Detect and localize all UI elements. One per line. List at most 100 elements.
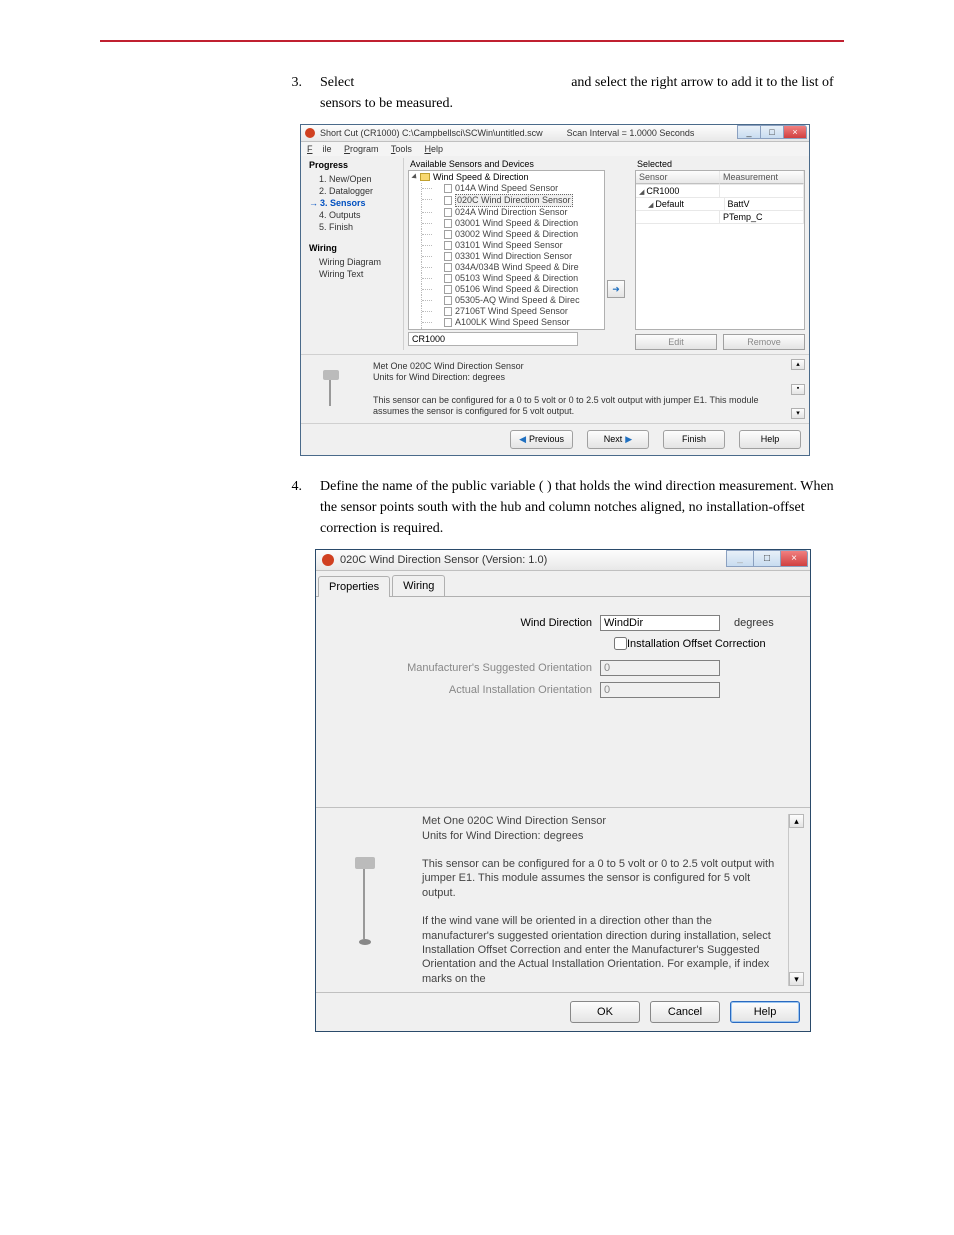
file-icon (444, 307, 452, 316)
menubar: File Program Tools Help (301, 142, 809, 156)
shortcut-window: Short Cut (CR1000) C:\Campbellsci\SCWin\… (300, 124, 810, 456)
menu-file[interactable]: File (307, 144, 332, 154)
tree-item[interactable]: A100LK Wind Speed Sensor (455, 317, 570, 328)
help-button[interactable]: Help (730, 1001, 800, 1023)
shortcut-titlebar: Short Cut (CR1000) C:\Campbellsci\SCWin\… (301, 125, 809, 142)
scroll-up-icon[interactable]: ▴ (791, 359, 805, 370)
dialog-title: 020C Wind Direction Sensor (Version: 1.0… (340, 554, 547, 566)
wind-direction-unit: degrees (734, 617, 774, 629)
wiring-text[interactable]: Wiring Text (309, 268, 399, 280)
wiring-header: Wiring (309, 243, 399, 253)
next-button[interactable]: Next▶ (587, 430, 649, 449)
minimize-button: _ (726, 550, 754, 567)
file-icon (444, 318, 452, 327)
tree-item[interactable]: 024A Wind Direction Sensor (455, 207, 568, 218)
file-icon (444, 196, 452, 205)
selected-label: Selected (635, 158, 805, 170)
tree-item[interactable]: 05305-AQ Wind Speed & Direc (455, 295, 580, 306)
offset-correction-checkbox[interactable] (614, 637, 627, 650)
tree-item[interactable]: 05106 Wind Speed & Direction (455, 284, 578, 295)
file-icon (444, 184, 452, 193)
app-icon (322, 554, 334, 566)
file-icon (444, 219, 452, 228)
step-outputs[interactable]: 4. Outputs (309, 209, 399, 221)
scroll-up-icon[interactable]: ▴ (789, 814, 804, 828)
tree-item-selected[interactable]: 020C Wind Direction Sensor (455, 194, 573, 207)
group-default[interactable]: Default (636, 198, 725, 210)
tree-item[interactable]: CS800 Wind Speed & Direction (455, 328, 581, 330)
ok-button[interactable]: OK (570, 1001, 640, 1023)
minimize-button[interactable]: _ (737, 125, 761, 139)
selected-table: Sensor Measurement CR1000 Default BattV … (635, 170, 805, 330)
dialog-description: Met One 020C Wind Direction Sensor Units… (422, 814, 788, 986)
tree-item[interactable]: 03001 Wind Speed & Direction (455, 218, 578, 229)
app-icon (305, 128, 315, 138)
datalogger-field[interactable]: CR1000 (408, 332, 578, 346)
step-sensors[interactable]: 3. Sensors (309, 197, 399, 209)
edit-button[interactable]: Edit (635, 334, 717, 350)
tree-item[interactable]: 03002 Wind Speed & Direction (455, 229, 578, 240)
tree-root[interactable]: Wind Speed & Direction (433, 172, 529, 182)
step-3-text-b: and select the right arrow to add it to … (320, 75, 834, 111)
actual-orientation-input (600, 682, 720, 698)
cell-battv[interactable]: BattV (725, 198, 805, 210)
add-sensor-arrow-button[interactable]: ➜ (607, 280, 625, 298)
col-sensor[interactable]: Sensor (636, 171, 720, 184)
wind-direction-label: Wind Direction (330, 617, 600, 629)
close-button[interactable]: × (780, 550, 808, 567)
tree-item[interactable]: 034A/034B Wind Speed & Dire (455, 262, 579, 273)
step-4-number: 4. (100, 476, 320, 539)
dialog-titlebar: 020C Wind Direction Sensor (Version: 1.0… (316, 550, 810, 571)
file-icon (444, 252, 452, 261)
available-sensors-label: Available Sensors and Devices (408, 158, 605, 170)
file-icon (444, 296, 452, 305)
suggested-orientation-label: Manufacturer's Suggested Orientation (330, 662, 600, 674)
step-4-body: Define the name of the public variable (… (320, 476, 844, 539)
sensor-icon (329, 372, 349, 406)
scrollbar-track[interactable] (789, 828, 804, 972)
step-3: 3. Select and select the right arrow to … (100, 72, 844, 114)
progress-header: Progress (309, 160, 399, 170)
remove-button[interactable]: Remove (723, 334, 805, 350)
menu-help[interactable]: Help (424, 144, 443, 154)
help-button[interactable]: Help (739, 430, 801, 449)
shortcut-title-path: Short Cut (CR1000) C:\Campbellsci\SCWin\… (320, 128, 543, 138)
file-icon (444, 208, 452, 217)
previous-button[interactable]: ◀Previous (510, 430, 573, 449)
step-3-text-a: Select (320, 75, 354, 90)
step-3-number: 3. (100, 72, 320, 114)
tree-item[interactable]: 05103 Wind Speed & Direction (455, 273, 578, 284)
scroll-down-icon[interactable]: ▾ (791, 408, 805, 419)
scroll-down-icon[interactable]: ▾ (789, 972, 804, 986)
sensor-tree[interactable]: Wind Speed & Direction 014A Wind Speed S… (408, 170, 605, 330)
cancel-button[interactable]: Cancel (650, 1001, 720, 1023)
folder-icon (420, 173, 430, 181)
cell-ptemp[interactable]: PTemp_C (720, 211, 804, 223)
menu-program[interactable]: Program (344, 144, 379, 154)
maximize-button[interactable]: □ (753, 550, 781, 567)
menu-tools[interactable]: Tools (391, 144, 412, 154)
maximize-button[interactable]: □ (760, 125, 784, 139)
file-icon (444, 230, 452, 239)
shortcut-title-scan: Scan Interval = 1.0000 Seconds (567, 128, 695, 138)
sensor-icon (363, 861, 389, 939)
step-3-body: Select and select the right arrow to add… (320, 72, 844, 114)
group-cr1000[interactable]: CR1000 (636, 185, 720, 197)
step-datalogger[interactable]: 2. Datalogger (309, 185, 399, 197)
suggested-orientation-input (600, 660, 720, 676)
col-measurement[interactable]: Measurement (720, 171, 804, 184)
actual-orientation-label: Actual Installation Orientation (330, 684, 600, 696)
tree-item[interactable]: 014A Wind Speed Sensor (455, 183, 558, 194)
step-finish[interactable]: 5. Finish (309, 221, 399, 233)
tree-item[interactable]: 27106T Wind Speed Sensor (455, 306, 568, 317)
wind-direction-input[interactable] (600, 615, 720, 631)
wiring-diagram[interactable]: Wiring Diagram (309, 256, 399, 268)
close-button[interactable]: × (783, 125, 807, 139)
tab-wiring[interactable]: Wiring (392, 575, 445, 596)
tab-properties[interactable]: Properties (318, 576, 390, 597)
tree-item[interactable]: 03101 Wind Speed Sensor (455, 240, 563, 251)
tree-item[interactable]: 03301 Wind Direction Sensor (455, 251, 572, 262)
scroll-thumb[interactable]: ▪ (791, 384, 805, 395)
finish-button[interactable]: Finish (663, 430, 725, 449)
step-new-open[interactable]: 1. New/Open (309, 173, 399, 185)
